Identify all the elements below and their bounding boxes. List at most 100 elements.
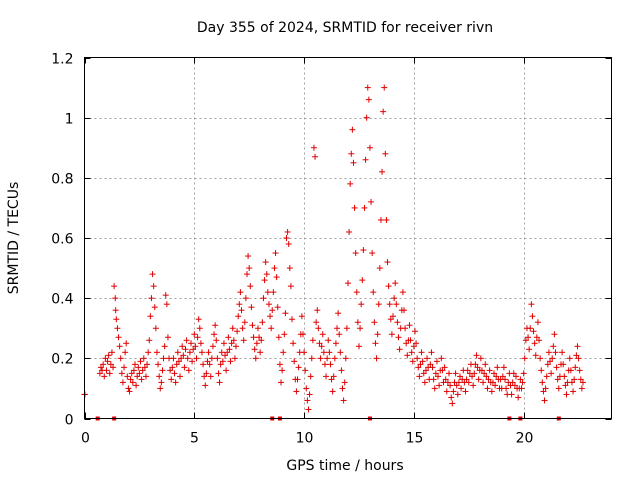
data-point: [239, 325, 246, 332]
data-point: [236, 301, 243, 308]
data-point: [469, 373, 476, 380]
data-point: [286, 265, 293, 272]
data-point: [330, 373, 337, 380]
data-point: [515, 394, 522, 401]
y-axis-label: SRMTID / TECUs: [6, 182, 22, 295]
data-point: [263, 271, 270, 278]
data-point: [222, 352, 229, 359]
data-point: [158, 379, 165, 386]
data-point: [302, 367, 309, 374]
data-point: [262, 259, 269, 266]
data-point: [170, 355, 177, 362]
data-point: [502, 376, 509, 383]
data-point: [184, 355, 191, 362]
data-point: [379, 168, 386, 175]
y-axis-ticks: 0 0.2 0.4 0.6 0.8 1 1.2: [51, 52, 612, 429]
data-point: [284, 228, 291, 235]
data-point: [348, 150, 355, 157]
data-point: [411, 328, 418, 335]
data-point: [542, 385, 549, 392]
data-point: [96, 370, 103, 377]
data-point: [113, 316, 120, 323]
data-point: [139, 367, 146, 374]
data-point: [337, 349, 344, 356]
data-point: [321, 361, 328, 368]
data-point: [409, 358, 416, 365]
y-tick-label: 0: [65, 413, 74, 429]
data-point: [130, 367, 137, 374]
data-point: [155, 361, 162, 368]
data-point: [159, 367, 166, 374]
data-point: [525, 334, 532, 341]
data-point: [181, 364, 188, 371]
data-point: [128, 370, 135, 377]
data-point: [240, 337, 247, 344]
data-point: [133, 382, 140, 389]
data-point: [126, 388, 133, 395]
data-point: [534, 319, 541, 326]
data-point: [314, 307, 321, 314]
data-point: [115, 334, 122, 341]
data-point: [247, 283, 254, 290]
x-tick-label: 0: [81, 431, 90, 447]
data-point: [339, 385, 346, 392]
data-point: [306, 391, 313, 398]
data-point: [123, 340, 130, 347]
data-point: [108, 349, 115, 356]
data-point: [346, 228, 353, 235]
data-point: [349, 126, 356, 133]
data-point: [559, 349, 566, 356]
data-point: [230, 337, 237, 344]
data-point: [541, 397, 548, 404]
data-point: [307, 373, 314, 380]
data-point: [404, 352, 411, 359]
data-point: [388, 331, 395, 338]
data-point: [177, 373, 184, 380]
data-point: [470, 382, 477, 389]
data-point: [226, 346, 233, 353]
data-point: [473, 352, 480, 359]
data-point: [104, 358, 111, 365]
data-point: [336, 331, 343, 338]
data-point: [238, 307, 245, 314]
data-point: [110, 364, 117, 371]
data-point: [228, 340, 235, 347]
data-point: [417, 361, 424, 368]
data-point: [415, 364, 422, 371]
data-point: [167, 367, 174, 374]
data-point: [555, 385, 562, 392]
data-point: [361, 204, 368, 211]
data-point: [148, 295, 155, 302]
data-point: [198, 349, 205, 356]
data-point: [153, 349, 160, 356]
data-point: [352, 250, 359, 257]
data-point: [275, 334, 282, 341]
data-point: [127, 376, 134, 383]
data-point: [441, 364, 448, 371]
data-point: [227, 358, 234, 365]
data-point: [354, 319, 361, 326]
data-point: [464, 367, 471, 374]
data-point: [260, 295, 267, 302]
data-point: [394, 319, 401, 326]
data-point: [136, 370, 143, 377]
data-point: [250, 334, 257, 341]
data-point: [119, 379, 126, 386]
data-point: [293, 388, 300, 395]
data-point: [144, 361, 151, 368]
data-point: [547, 358, 554, 365]
y-tick-label: 0.4: [51, 292, 73, 308]
data-point: [134, 373, 141, 380]
data-point: [432, 370, 439, 377]
data-point: [488, 388, 495, 395]
x-tick-label: 5: [190, 431, 199, 447]
data-point: [421, 379, 428, 386]
data-point: [486, 367, 493, 374]
data-point: [447, 382, 454, 389]
data-point: [429, 364, 436, 371]
data-point: [281, 331, 288, 338]
data-point: [364, 84, 371, 91]
data-point: [334, 325, 341, 332]
data-point: [382, 150, 389, 157]
data-point: [366, 144, 373, 151]
